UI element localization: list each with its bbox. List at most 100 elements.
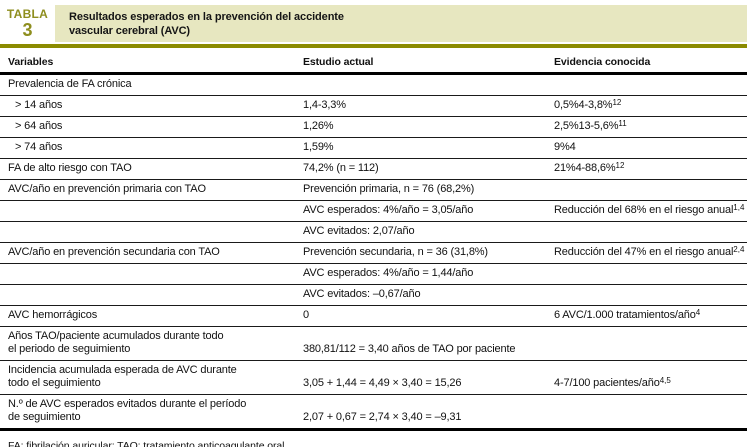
cell-estudio: AVC esperados: 4%/año = 3,05/año bbox=[303, 201, 554, 222]
cell-evidencia: 4-7/100 pacientes/año4,5 bbox=[554, 361, 747, 395]
variable-line2: todo el seguimiento bbox=[8, 377, 101, 389]
cell-estudio: AVC evitados: 2,07/año bbox=[303, 222, 554, 243]
cell-variable bbox=[0, 264, 303, 285]
table-row: > 74 años 1,59% 9%4 bbox=[0, 138, 747, 159]
column-header-evidencia: Evidencia conocida bbox=[554, 49, 747, 75]
results-table: Variables Estudio actual Evidencia conoc… bbox=[0, 49, 747, 431]
cell-evidencia bbox=[554, 180, 747, 201]
cell-evidencia bbox=[554, 327, 747, 361]
cell-evidencia: Reducción del 68% en el riesgo anual1,4 bbox=[554, 201, 747, 222]
table-row: AVC esperados: 4%/año = 3,05/año Reducci… bbox=[0, 201, 747, 222]
cell-variable bbox=[0, 201, 303, 222]
variable-line2: el periodo de seguimiento bbox=[8, 343, 131, 355]
cell-evidencia: 6 AVC/1.000 tratamientos/año4 bbox=[554, 306, 747, 327]
estudio-text: 2,07 + 0,67 = 2,74 × 3,40 = –9,31 bbox=[303, 411, 462, 423]
table-row: FA de alto riesgo con TAO 74,2% (n = 112… bbox=[0, 159, 747, 180]
table-tag-label: TABLA bbox=[6, 7, 49, 21]
cell-evidencia bbox=[554, 222, 747, 243]
estudio-text: AVC esperados: 4%/año = 1,44/año bbox=[303, 267, 474, 279]
cell-variable: > 74 años bbox=[0, 138, 303, 159]
cell-variable: AVC/año en prevención secundaria con TAO bbox=[0, 243, 303, 264]
cell-variable: > 64 años bbox=[0, 117, 303, 138]
cell-estudio: 380,81/112 = 3,40 años de TAO por pacien… bbox=[303, 327, 554, 361]
cell-variable: Años TAO/paciente acumulados durante tod… bbox=[0, 327, 303, 361]
table-tag-number: 3 bbox=[22, 20, 33, 40]
cell-evidencia: 0,5%4-3,8%12 bbox=[554, 96, 747, 117]
reference-superscript: 4,5 bbox=[659, 375, 671, 385]
evidencia-text: Reducción del 68% en el riesgo anual bbox=[554, 204, 734, 216]
table-row: AVC/año en prevención secundaria con TAO… bbox=[0, 243, 747, 264]
accent-rule bbox=[0, 44, 747, 48]
cell-estudio: 74,2% (n = 112) bbox=[303, 159, 554, 180]
cell-variable bbox=[0, 285, 303, 306]
variable-line1: Años TAO/paciente acumulados durante tod… bbox=[8, 330, 224, 342]
cell-estudio: 2,07 + 0,67 = 2,74 × 3,40 = –9,31 bbox=[303, 395, 554, 430]
cell-variable: > 14 años bbox=[0, 96, 303, 117]
cell-variable: AVC hemorrágicos bbox=[0, 306, 303, 327]
evidencia-text: Reducción del 47% en el riesgo anual bbox=[554, 246, 734, 258]
cell-evidencia: 2,5%13-5,6%11 bbox=[554, 117, 747, 138]
table-row: N.º de AVC esperados evitados durante el… bbox=[0, 395, 747, 430]
estudio-text: Prevención primaria, n = 76 (68,2%) bbox=[303, 183, 475, 195]
cell-estudio: Prevención secundaria, n = 36 (31,8%) bbox=[303, 243, 554, 264]
table-row: > 14 años 1,4-3,3% 0,5%4-3,8%12 bbox=[0, 96, 747, 117]
cell-estudio: Prevención primaria, n = 76 (68,2%) bbox=[303, 180, 554, 201]
cell-evidencia bbox=[554, 74, 747, 96]
estudio-text: 0 bbox=[303, 309, 309, 321]
cell-estudio: AVC esperados: 4%/año = 1,44/año bbox=[303, 264, 554, 285]
evidencia-text: 0,5%4-3,8% bbox=[554, 99, 613, 111]
cell-estudio bbox=[303, 74, 554, 96]
variable-text: Prevalencia de FA crónica bbox=[8, 78, 132, 90]
header-row: Variables Estudio actual Evidencia conoc… bbox=[0, 49, 747, 75]
cell-evidencia: 9%4 bbox=[554, 138, 747, 159]
table-title-banner: Resultados esperados en la prevención de… bbox=[55, 5, 747, 42]
evidencia-text: 4-7/100 pacientes/año bbox=[554, 377, 660, 389]
variable-text: AVC hemorrágicos bbox=[8, 309, 98, 321]
table-row: AVC evitados: 2,07/año bbox=[0, 222, 747, 243]
variable-text: FA de alto riesgo con TAO bbox=[8, 162, 132, 174]
estudio-text: AVC evitados: –0,67/año bbox=[303, 288, 421, 300]
reference-superscript: 4 bbox=[695, 307, 701, 317]
estudio-text: 3,05 + 1,44 = 4,49 × 3,40 = 15,26 bbox=[303, 377, 462, 389]
variable-text: > 14 años bbox=[15, 99, 63, 111]
cell-variable: AVC/año en prevención primaria con TAO bbox=[0, 180, 303, 201]
table-row: Incidencia acumulada esperada de AVC dur… bbox=[0, 361, 747, 395]
table-footnote: FA: fibrilación auricular; TAO: tratamie… bbox=[8, 440, 288, 447]
column-header-estudio: Estudio actual bbox=[303, 49, 554, 75]
table-title-line2: vascular cerebral (AVC) bbox=[69, 25, 190, 37]
table-row: > 64 años 1,26% 2,5%13-5,6%11 bbox=[0, 117, 747, 138]
estudio-text: AVC evitados: 2,07/año bbox=[303, 225, 415, 237]
table-tag: TABLA 3 bbox=[0, 5, 55, 42]
cell-estudio: 0 bbox=[303, 306, 554, 327]
estudio-text: 380,81/112 = 3,40 años de TAO por pacien… bbox=[303, 343, 516, 355]
estudio-text: 74,2% (n = 112) bbox=[303, 162, 379, 174]
cell-estudio: 3,05 + 1,44 = 4,49 × 3,40 = 15,26 bbox=[303, 361, 554, 395]
cell-evidencia: Reducción del 47% en el riesgo anual2,4 bbox=[554, 243, 747, 264]
reference-superscript: 12 bbox=[612, 97, 622, 107]
reference-superscript: 1,4 bbox=[733, 202, 745, 212]
cell-variable bbox=[0, 222, 303, 243]
estudio-text: 1,26% bbox=[303, 120, 334, 132]
cell-variable: N.º de AVC esperados evitados durante el… bbox=[0, 395, 303, 430]
cell-evidencia bbox=[554, 395, 747, 430]
estudio-text: 1,59% bbox=[303, 141, 334, 153]
cell-estudio: 1,4-3,3% bbox=[303, 96, 554, 117]
table-title-line1: Resultados esperados en la prevención de… bbox=[69, 11, 344, 23]
table-row: Prevalencia de FA crónica bbox=[0, 74, 747, 96]
variable-line1: N.º de AVC esperados evitados durante el… bbox=[8, 398, 247, 410]
table-head: Variables Estudio actual Evidencia conoc… bbox=[0, 49, 747, 75]
reference-superscript: 11 bbox=[618, 118, 627, 128]
evidencia-text: 6 AVC/1.000 tratamientos/año bbox=[554, 309, 696, 321]
column-header-variables: Variables bbox=[0, 49, 303, 75]
variable-text: > 74 años bbox=[15, 141, 63, 153]
cell-variable: FA de alto riesgo con TAO bbox=[0, 159, 303, 180]
reference-superscript: 2,4 bbox=[733, 244, 745, 254]
estudio-text: 1,4-3,3% bbox=[303, 99, 346, 111]
evidencia-text: 9%4 bbox=[554, 141, 576, 153]
estudio-text: AVC esperados: 4%/año = 3,05/año bbox=[303, 204, 474, 216]
cell-estudio: AVC evitados: –0,67/año bbox=[303, 285, 554, 306]
estudio-text: Prevención secundaria, n = 36 (31,8%) bbox=[303, 246, 488, 258]
variable-text: AVC/año en prevención primaria con TAO bbox=[8, 183, 206, 195]
table-row: AVC evitados: –0,67/año bbox=[0, 285, 747, 306]
